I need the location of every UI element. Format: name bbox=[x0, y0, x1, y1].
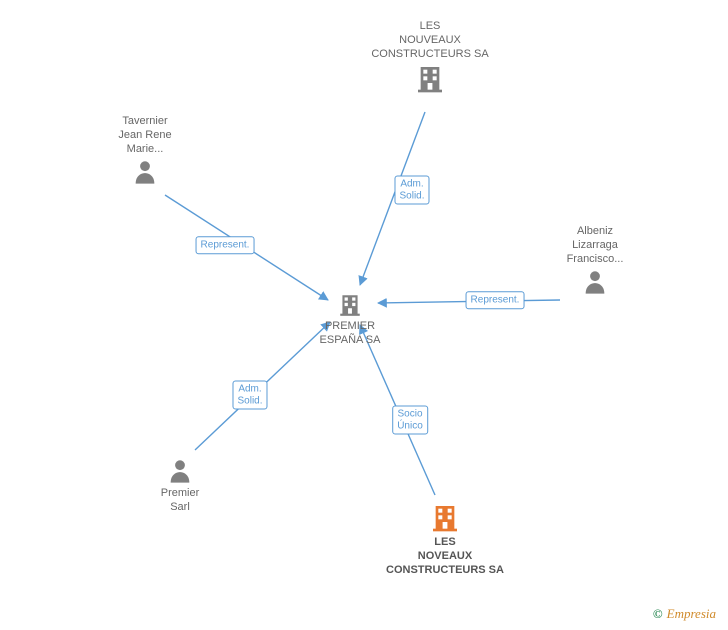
building-icon bbox=[270, 292, 430, 318]
edge-label: Represent. bbox=[196, 236, 255, 254]
node-label: Albeniz Lizarraga Francisco... bbox=[515, 225, 675, 266]
edge-label: Adm. Solid. bbox=[394, 176, 429, 205]
node-leftPerson[interactable]: Tavernier Jean Rene Marie... bbox=[65, 115, 225, 188]
person-icon bbox=[100, 457, 260, 485]
node-label: Premier Sarl bbox=[100, 487, 260, 515]
building-icon bbox=[350, 63, 510, 95]
building-icon bbox=[365, 502, 525, 534]
node-rightPerson[interactable]: Albeniz Lizarraga Francisco... bbox=[515, 225, 675, 298]
node-bottomLeftPerson[interactable]: Premier Sarl bbox=[100, 455, 260, 515]
watermark-text: Empresia bbox=[667, 606, 716, 621]
diagram-canvas: PREMIER ESPAÑA SA LES NOUVEAUX CONSTRUCTE… bbox=[0, 0, 728, 630]
node-center[interactable]: PREMIER ESPAÑA SA bbox=[270, 290, 430, 348]
person-icon bbox=[515, 268, 675, 296]
edge-label: Socio Único bbox=[392, 406, 428, 435]
edge-label: Adm. Solid. bbox=[232, 381, 267, 410]
watermark: © Empresia bbox=[653, 606, 716, 622]
node-label: LES NOUVEAUX CONSTRUCTEURS SA bbox=[350, 20, 510, 61]
node-label: Tavernier Jean Rene Marie... bbox=[65, 115, 225, 156]
node-top[interactable]: LES NOUVEAUX CONSTRUCTEURS SA bbox=[350, 20, 510, 97]
person-icon bbox=[65, 158, 225, 186]
node-label: PREMIER ESPAÑA SA bbox=[270, 320, 430, 348]
edge-label: Represent. bbox=[466, 291, 525, 309]
node-bottomCompany[interactable]: LES NOVEAUX CONSTRUCTEURS SA bbox=[365, 500, 525, 577]
copyright-symbol: © bbox=[653, 606, 663, 621]
node-label: LES NOVEAUX CONSTRUCTEURS SA bbox=[365, 536, 525, 577]
